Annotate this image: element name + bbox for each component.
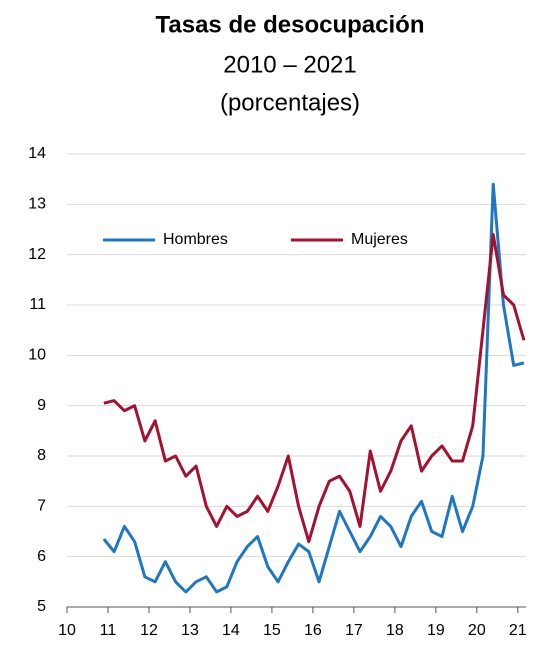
x-tick-label: 18 <box>386 622 404 639</box>
x-tick-label: 17 <box>345 622 363 639</box>
x-tick-label: 13 <box>181 622 199 639</box>
legend-label: Hombres <box>163 231 228 248</box>
line-series <box>103 233 526 544</box>
x-tick-label: 14 <box>222 622 240 639</box>
y-tick-label: 10 <box>28 347 46 364</box>
chart-subtitle: (porcentajes) <box>220 89 360 116</box>
legend-label: Mujeres <box>351 231 408 248</box>
chart-title: Tasas de desocupación <box>156 11 425 38</box>
y-tick-label: 6 <box>37 548 46 565</box>
y-tick-label: 14 <box>28 145 46 162</box>
y-tick-label: 13 <box>28 196 46 213</box>
x-tick-label: 16 <box>304 622 322 639</box>
x-tick-label: 20 <box>468 622 486 639</box>
chart-subtitle: 2010 – 2021 <box>223 51 356 78</box>
x-tick-label: 19 <box>427 622 445 639</box>
y-tick-label: 8 <box>37 447 46 464</box>
y-tick-label: 12 <box>28 246 46 263</box>
x-tick-label: 21 <box>509 622 527 639</box>
x-tick-label: 11 <box>100 622 117 639</box>
x-tick-label: 15 <box>263 622 281 639</box>
y-tick-label: 7 <box>37 498 46 515</box>
line-series <box>102 182 525 594</box>
x-tick-label: 10 <box>58 622 76 639</box>
y-tick-label: 9 <box>37 397 46 414</box>
y-tick-label: 11 <box>29 296 46 313</box>
x-tick-label: 12 <box>140 622 158 639</box>
y-tick-label: 5 <box>37 598 46 615</box>
